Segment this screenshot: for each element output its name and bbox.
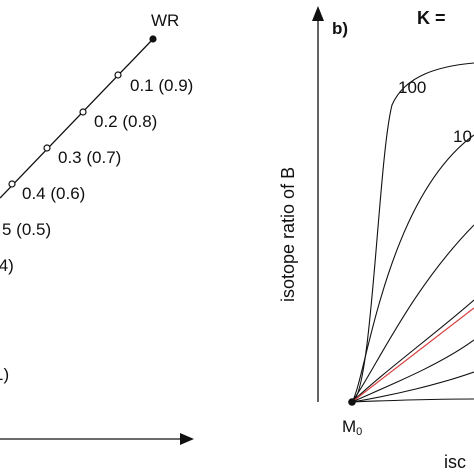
mixing-curve <box>351 299 474 403</box>
tick-label: .4) <box>0 256 14 275</box>
tick-marker <box>79 108 87 116</box>
mixing-curve <box>351 398 474 403</box>
mixing-line <box>0 38 154 199</box>
curve-label: 100 <box>398 78 426 97</box>
m0-subscript: 0 <box>356 426 362 438</box>
m0-label: M0 <box>342 417 362 438</box>
tick-label: 5 (0.5) <box>2 220 51 239</box>
tick-label: 0.3 (0.7) <box>58 148 121 167</box>
x-axis-label: isc <box>444 452 466 472</box>
mixing-curve <box>351 339 474 403</box>
panel-b-y-axis-arrow <box>312 6 324 21</box>
curve-label: 10 <box>453 127 472 146</box>
wr-endpoint-marker <box>149 35 157 43</box>
panel-a-x-axis-arrow <box>180 433 194 445</box>
tick-marker <box>114 71 122 79</box>
mixing-curve <box>351 62 474 403</box>
tick-marker <box>43 144 51 152</box>
panel-a: WR 0.1 (0.9) 0.2 (0.8) 0.3 (0.7) 0.4 (0.… <box>0 11 194 445</box>
tick-marker <box>8 180 16 188</box>
tick-label: 0.1 (0.9) <box>130 76 193 95</box>
mixing-curve <box>351 134 474 403</box>
tick-label: 1) <box>0 365 9 384</box>
tick-label: 0.2 (0.8) <box>94 112 157 131</box>
panel-b: b) K = isotope ratio of B 100 10 M0 isc <box>278 6 474 472</box>
panel-b-label: b) <box>332 19 348 38</box>
tick-label: 0.4 (0.6) <box>22 184 85 203</box>
k-label: K = <box>417 8 446 28</box>
mixing-curve <box>351 224 474 403</box>
m0-marker <box>348 398 356 406</box>
mixing-curve <box>351 371 474 403</box>
y-axis-label: isotope ratio of B <box>278 167 298 302</box>
wr-label: WR <box>151 11 179 30</box>
mixing-curve-red <box>351 307 474 403</box>
